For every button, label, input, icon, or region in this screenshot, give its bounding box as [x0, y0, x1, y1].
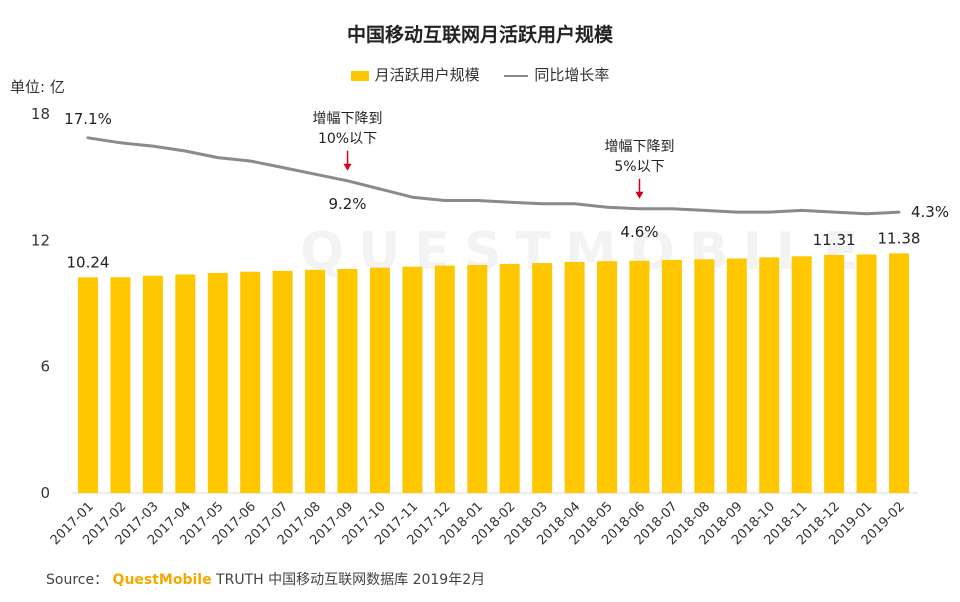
bar-2018-11 [791, 256, 812, 493]
annotation-1-line-0: 增幅下降到 [604, 139, 674, 155]
bar-data-label-2017-01: 10.24 [67, 253, 110, 271]
bar-2017-11 [402, 266, 423, 493]
bar-2018-07 [661, 259, 682, 493]
bar-2017-06 [240, 271, 261, 493]
line-data-label-2017-01: 17.1% [64, 110, 112, 128]
bar-2018-09 [726, 258, 747, 493]
bar-2017-03 [142, 275, 163, 493]
legend-item-mau: 月活跃用户规模 [350, 64, 480, 85]
legend-label-mau: 月活跃用户规模 [374, 66, 480, 84]
line-data-label-2019-02: 4.3% [911, 203, 949, 221]
bar-2018-08 [694, 259, 715, 493]
bar-2018-05 [597, 261, 618, 493]
y-tick-label-2: 12 [31, 231, 50, 249]
bar-2017-12 [434, 265, 455, 493]
bar-2017-02 [110, 277, 131, 493]
bar-2018-10 [759, 257, 780, 493]
y-tick-label-1: 6 [40, 358, 50, 376]
line-data-label-2018-06: 4.6% [620, 223, 658, 241]
legend: 月活跃用户规模 同比增长率 [0, 64, 960, 85]
bar-2017-09 [337, 268, 358, 493]
bar-2017-08 [305, 269, 326, 493]
annotation-1-line-1: 5%以下 [614, 159, 664, 175]
bar-2018-02 [499, 263, 520, 493]
legend-swatch-line [504, 74, 529, 77]
line-data-label-2017-09: 9.2% [328, 195, 366, 213]
annotation-arrowhead-1 [635, 191, 644, 199]
annotation-0-line-1: 10%以下 [318, 131, 377, 147]
source-note: Source： QuestMobile TRUTH 中国移动互联网数据库 201… [46, 569, 485, 589]
chart-title: 中国移动互联网月活跃用户规模 [346, 24, 613, 46]
bar-2017-07 [272, 270, 293, 493]
bar-2018-01 [467, 264, 488, 493]
bar-data-label-2019-02: 11.38 [878, 229, 921, 247]
y-tick-label-3: 18 [31, 105, 50, 123]
bar-data-label-2018-12: 11.31 [813, 231, 856, 249]
bar-2019-01 [856, 254, 877, 493]
bar-2017-04 [175, 274, 196, 493]
source-rest: TRUTH 中国移动互联网数据库 2019年2月 [211, 572, 486, 588]
bar-2017-10 [369, 267, 390, 493]
bar-2017-05 [207, 272, 228, 493]
series-line-yoy [86, 136, 901, 216]
bar-2018-12 [824, 254, 845, 493]
bar-2018-03 [532, 263, 553, 493]
brand-logo-text: QuestMobile [112, 572, 212, 588]
bar-2019-02 [889, 253, 909, 493]
legend-item-yoy: 同比增长率 [504, 64, 609, 85]
annotation-0-line-0: 增幅下降到 [313, 111, 383, 127]
bar-2018-04 [564, 262, 585, 493]
source-prefix: Source： [46, 572, 109, 588]
unit-label: 单位: 亿 [10, 78, 65, 96]
bar-2018-06 [629, 260, 650, 493]
annotation-arrowhead-0 [343, 163, 352, 171]
y-tick-label-0: 0 [40, 484, 50, 502]
bar-2017-01 [78, 277, 98, 493]
legend-label-yoy: 同比增长率 [534, 66, 610, 84]
legend-swatch-bar [350, 70, 369, 81]
